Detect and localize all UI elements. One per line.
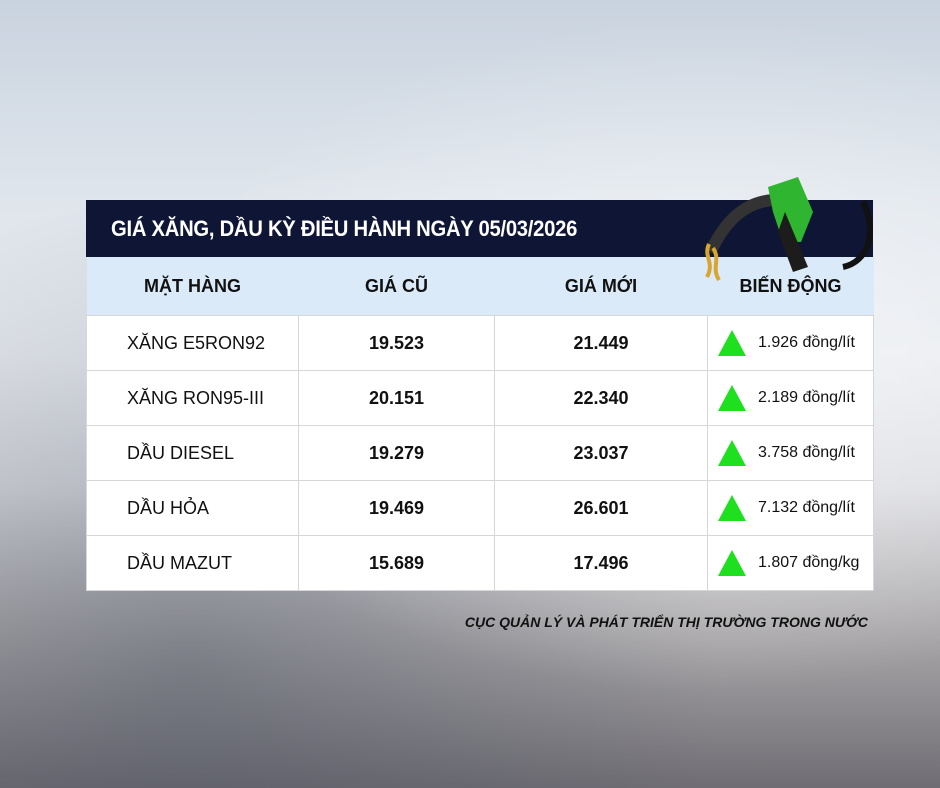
new-price: 26.601 <box>494 480 708 536</box>
change-value: 2.189 đồng/lít <box>758 389 855 407</box>
old-price: 19.523 <box>298 315 495 371</box>
product-name: XĂNG RON95-III <box>86 370 299 426</box>
column-header: GIÁ MỚI <box>494 257 708 316</box>
change-value: 3.758 đồng/lít <box>758 444 855 462</box>
price-change: 3.758 đồng/lít <box>707 425 874 481</box>
new-price: 23.037 <box>494 425 708 481</box>
column-header: MẶT HÀNG <box>86 257 299 316</box>
price-card: GIÁ XĂNG, DẦU KỲ ĐIỀU HÀNH NGÀY 05/03/20… <box>86 177 874 591</box>
triangle-up-icon <box>718 440 746 466</box>
fuel-nozzle-icon <box>705 177 873 282</box>
page-title: GIÁ XĂNG, DẦU KỲ ĐIỀU HÀNH NGÀY 05/03/20… <box>111 215 578 241</box>
triangle-up-icon <box>718 385 746 411</box>
table-row: DẦU HỎA 19.469 26.601 7.132 đồng/lít <box>86 480 874 536</box>
new-price: 22.340 <box>494 370 708 426</box>
old-price: 19.279 <box>298 425 495 481</box>
source-credit: CỤC QUẢN LÝ VÀ PHÁT TRIỂN THỊ TRƯỜNG TRO… <box>464 614 868 630</box>
new-price: 21.449 <box>494 315 708 371</box>
change-value: 1.807 đồng/kg <box>758 554 860 572</box>
price-change: 1.926 đồng/lít <box>707 315 874 371</box>
old-price: 20.151 <box>298 370 495 426</box>
column-header: GIÁ CŨ <box>298 257 495 316</box>
price-table: MẶT HÀNG GIÁ CŨ GIÁ MỚI BIẾN ĐỘNG XĂNG E… <box>86 257 874 591</box>
product-name: DẦU MAZUT <box>86 535 299 591</box>
table-row: XĂNG E5RON92 19.523 21.449 1.926 đồng/lít <box>86 315 874 371</box>
triangle-up-icon <box>718 330 746 356</box>
new-price: 17.496 <box>494 535 708 591</box>
table-row: DẦU DIESEL 19.279 23.037 3.758 đồng/lít <box>86 425 874 481</box>
old-price: 15.689 <box>298 535 495 591</box>
product-name: DẦU DIESEL <box>86 425 299 481</box>
price-change: 2.189 đồng/lít <box>707 370 874 426</box>
change-value: 1.926 đồng/lít <box>758 334 855 352</box>
triangle-up-icon <box>718 550 746 576</box>
table-row: XĂNG RON95-III 20.151 22.340 2.189 đồng/lít <box>86 370 874 426</box>
product-name: DẦU HỎA <box>86 480 299 536</box>
triangle-up-icon <box>718 495 746 521</box>
table-row: DẦU MAZUT 15.689 17.496 1.807 đồng/kg <box>86 535 874 591</box>
change-value: 7.132 đồng/lít <box>758 499 855 517</box>
table-header: MẶT HÀNG GIÁ CŨ GIÁ MỚI BIẾN ĐỘNG <box>86 257 874 316</box>
price-change: 1.807 đồng/kg <box>707 535 874 591</box>
product-name: XĂNG E5RON92 <box>86 315 299 371</box>
price-change: 7.132 đồng/lít <box>707 480 874 536</box>
old-price: 19.469 <box>298 480 495 536</box>
